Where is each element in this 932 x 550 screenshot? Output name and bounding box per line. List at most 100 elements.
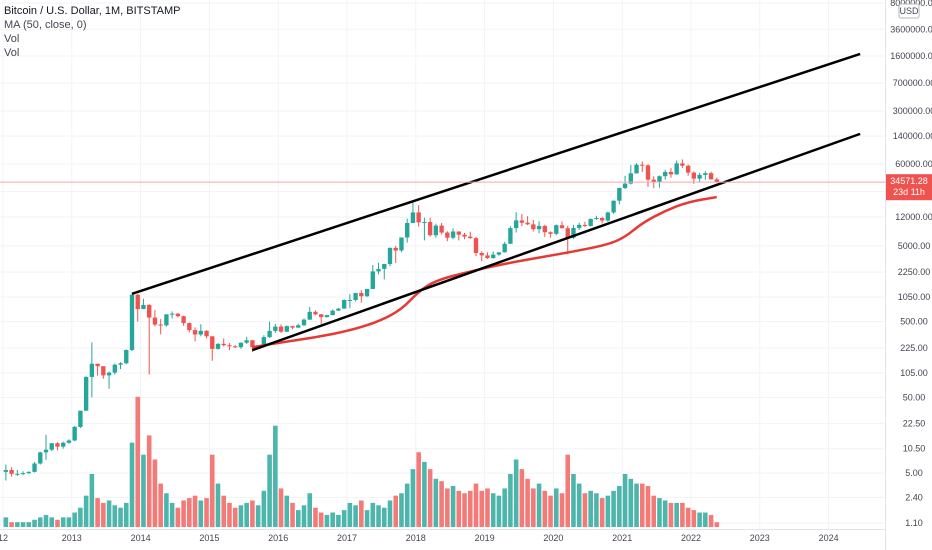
volume-indicator-label[interactable]: Vol bbox=[4, 33, 20, 45]
candle-body bbox=[20, 473, 26, 475]
y-tick-label: 5000.00 bbox=[898, 241, 931, 251]
bar-countdown: 23d 11h bbox=[893, 187, 925, 197]
volume-bar bbox=[192, 495, 198, 527]
candle-body bbox=[347, 299, 353, 301]
candle-body bbox=[445, 232, 450, 238]
candle-body bbox=[169, 313, 175, 315]
y-tick-label: 225.00 bbox=[900, 343, 928, 353]
volume-bar bbox=[490, 493, 496, 527]
x-tick-label: 2024 bbox=[819, 533, 839, 543]
volume-bar bbox=[232, 507, 238, 527]
volume-bar bbox=[318, 512, 324, 527]
volume-bar bbox=[519, 469, 525, 527]
y-tick-label: 2250.00 bbox=[898, 267, 931, 277]
time-axis[interactable]: 12 2013 2014 2015 2016 2017 2018 2019 2020 2021 20… bbox=[0, 533, 839, 543]
candle-body bbox=[359, 293, 364, 297]
y-tick-label: 500.00 bbox=[900, 317, 928, 327]
candle-body bbox=[525, 222, 530, 225]
volume-bar bbox=[427, 469, 433, 527]
candle-body bbox=[410, 212, 416, 224]
symbol-title[interactable]: Bitcoin / U.S. Dollar, 1M, BITSTAMP bbox=[4, 5, 181, 17]
candle-body bbox=[468, 236, 473, 239]
candle-body bbox=[290, 326, 295, 328]
volume-bar bbox=[496, 495, 502, 527]
volume-bar bbox=[399, 493, 404, 527]
candle-body bbox=[238, 342, 244, 348]
volume-bar bbox=[146, 435, 152, 527]
candle-body bbox=[640, 164, 645, 166]
currency-label: USD bbox=[899, 6, 919, 16]
volume-bar bbox=[112, 505, 118, 527]
candle-body bbox=[703, 173, 708, 175]
candle-body bbox=[72, 426, 77, 441]
volume-bar bbox=[542, 490, 548, 527]
currency-badge[interactable]: USD bbox=[898, 3, 920, 19]
candle-body bbox=[147, 304, 152, 318]
y-tick-label: 700000.00 bbox=[893, 78, 932, 88]
candle-body bbox=[135, 294, 140, 310]
volume-bar bbox=[250, 500, 255, 527]
candle-body bbox=[387, 247, 393, 265]
candle-body bbox=[353, 293, 358, 300]
volume-bar bbox=[639, 483, 645, 527]
volume-bar bbox=[3, 517, 9, 527]
volume-bar bbox=[278, 488, 284, 527]
candle-body bbox=[599, 217, 605, 221]
price-axis[interactable]: 8000000.003600000.001600000.00700000.003… bbox=[890, 0, 932, 528]
volume-bar bbox=[553, 488, 559, 527]
y-tick-label: 1600000.00 bbox=[890, 51, 932, 61]
volume-bars bbox=[3, 396, 720, 527]
candle-body bbox=[548, 232, 553, 234]
volume-bar bbox=[359, 500, 364, 527]
candle-body bbox=[301, 319, 307, 326]
candle-body bbox=[364, 288, 370, 297]
trendlines[interactable] bbox=[131, 52, 861, 352]
candle-body bbox=[645, 165, 651, 180]
volume-bar bbox=[49, 517, 55, 527]
volume-bar bbox=[164, 493, 169, 527]
volume-bar bbox=[301, 505, 307, 527]
volume-bar bbox=[313, 507, 318, 527]
ma-indicator-label[interactable]: MA (50, close, 0) bbox=[4, 19, 87, 31]
candle-body bbox=[611, 200, 616, 213]
volume-bar bbox=[645, 486, 651, 527]
volume-bar bbox=[60, 517, 66, 527]
x-tick-label: 2022 bbox=[681, 533, 701, 543]
candle-body bbox=[215, 343, 221, 349]
candle-body bbox=[55, 443, 60, 447]
volume-bar bbox=[181, 500, 186, 527]
volume-bar bbox=[548, 495, 553, 527]
x-tick-label: 2020 bbox=[543, 533, 563, 543]
volume-bar bbox=[376, 505, 381, 527]
candle-body bbox=[61, 442, 66, 447]
y-tick-label: 12000.00 bbox=[895, 212, 932, 222]
volume-bar bbox=[393, 495, 399, 527]
volume-bar bbox=[290, 502, 295, 527]
candle-body bbox=[233, 346, 238, 348]
candle-body bbox=[341, 300, 347, 309]
volume-bar bbox=[588, 490, 593, 527]
volume-bar bbox=[55, 519, 60, 527]
volume-bar bbox=[15, 522, 20, 527]
candle-body bbox=[278, 326, 284, 332]
volume-bar bbox=[622, 473, 628, 527]
volume-bar bbox=[66, 517, 72, 527]
volume-indicator-label-2[interactable]: Vol bbox=[4, 47, 20, 59]
lower-trendline[interactable] bbox=[251, 132, 861, 352]
candle-body bbox=[187, 323, 192, 331]
candle-body bbox=[307, 311, 312, 320]
candle-body bbox=[651, 179, 656, 182]
candle-body bbox=[83, 376, 89, 411]
volume-bar bbox=[324, 514, 330, 527]
candle-body bbox=[106, 372, 112, 376]
volume-bar bbox=[95, 498, 100, 527]
volume-bar bbox=[559, 493, 565, 527]
candle-body bbox=[605, 212, 611, 221]
candle-body bbox=[473, 238, 479, 253]
y-tick-label: 10.50 bbox=[903, 444, 926, 454]
grid-lines bbox=[0, 0, 885, 529]
candle-body bbox=[296, 325, 301, 328]
upper-trendline[interactable] bbox=[131, 52, 861, 296]
candle-body bbox=[565, 228, 570, 238]
